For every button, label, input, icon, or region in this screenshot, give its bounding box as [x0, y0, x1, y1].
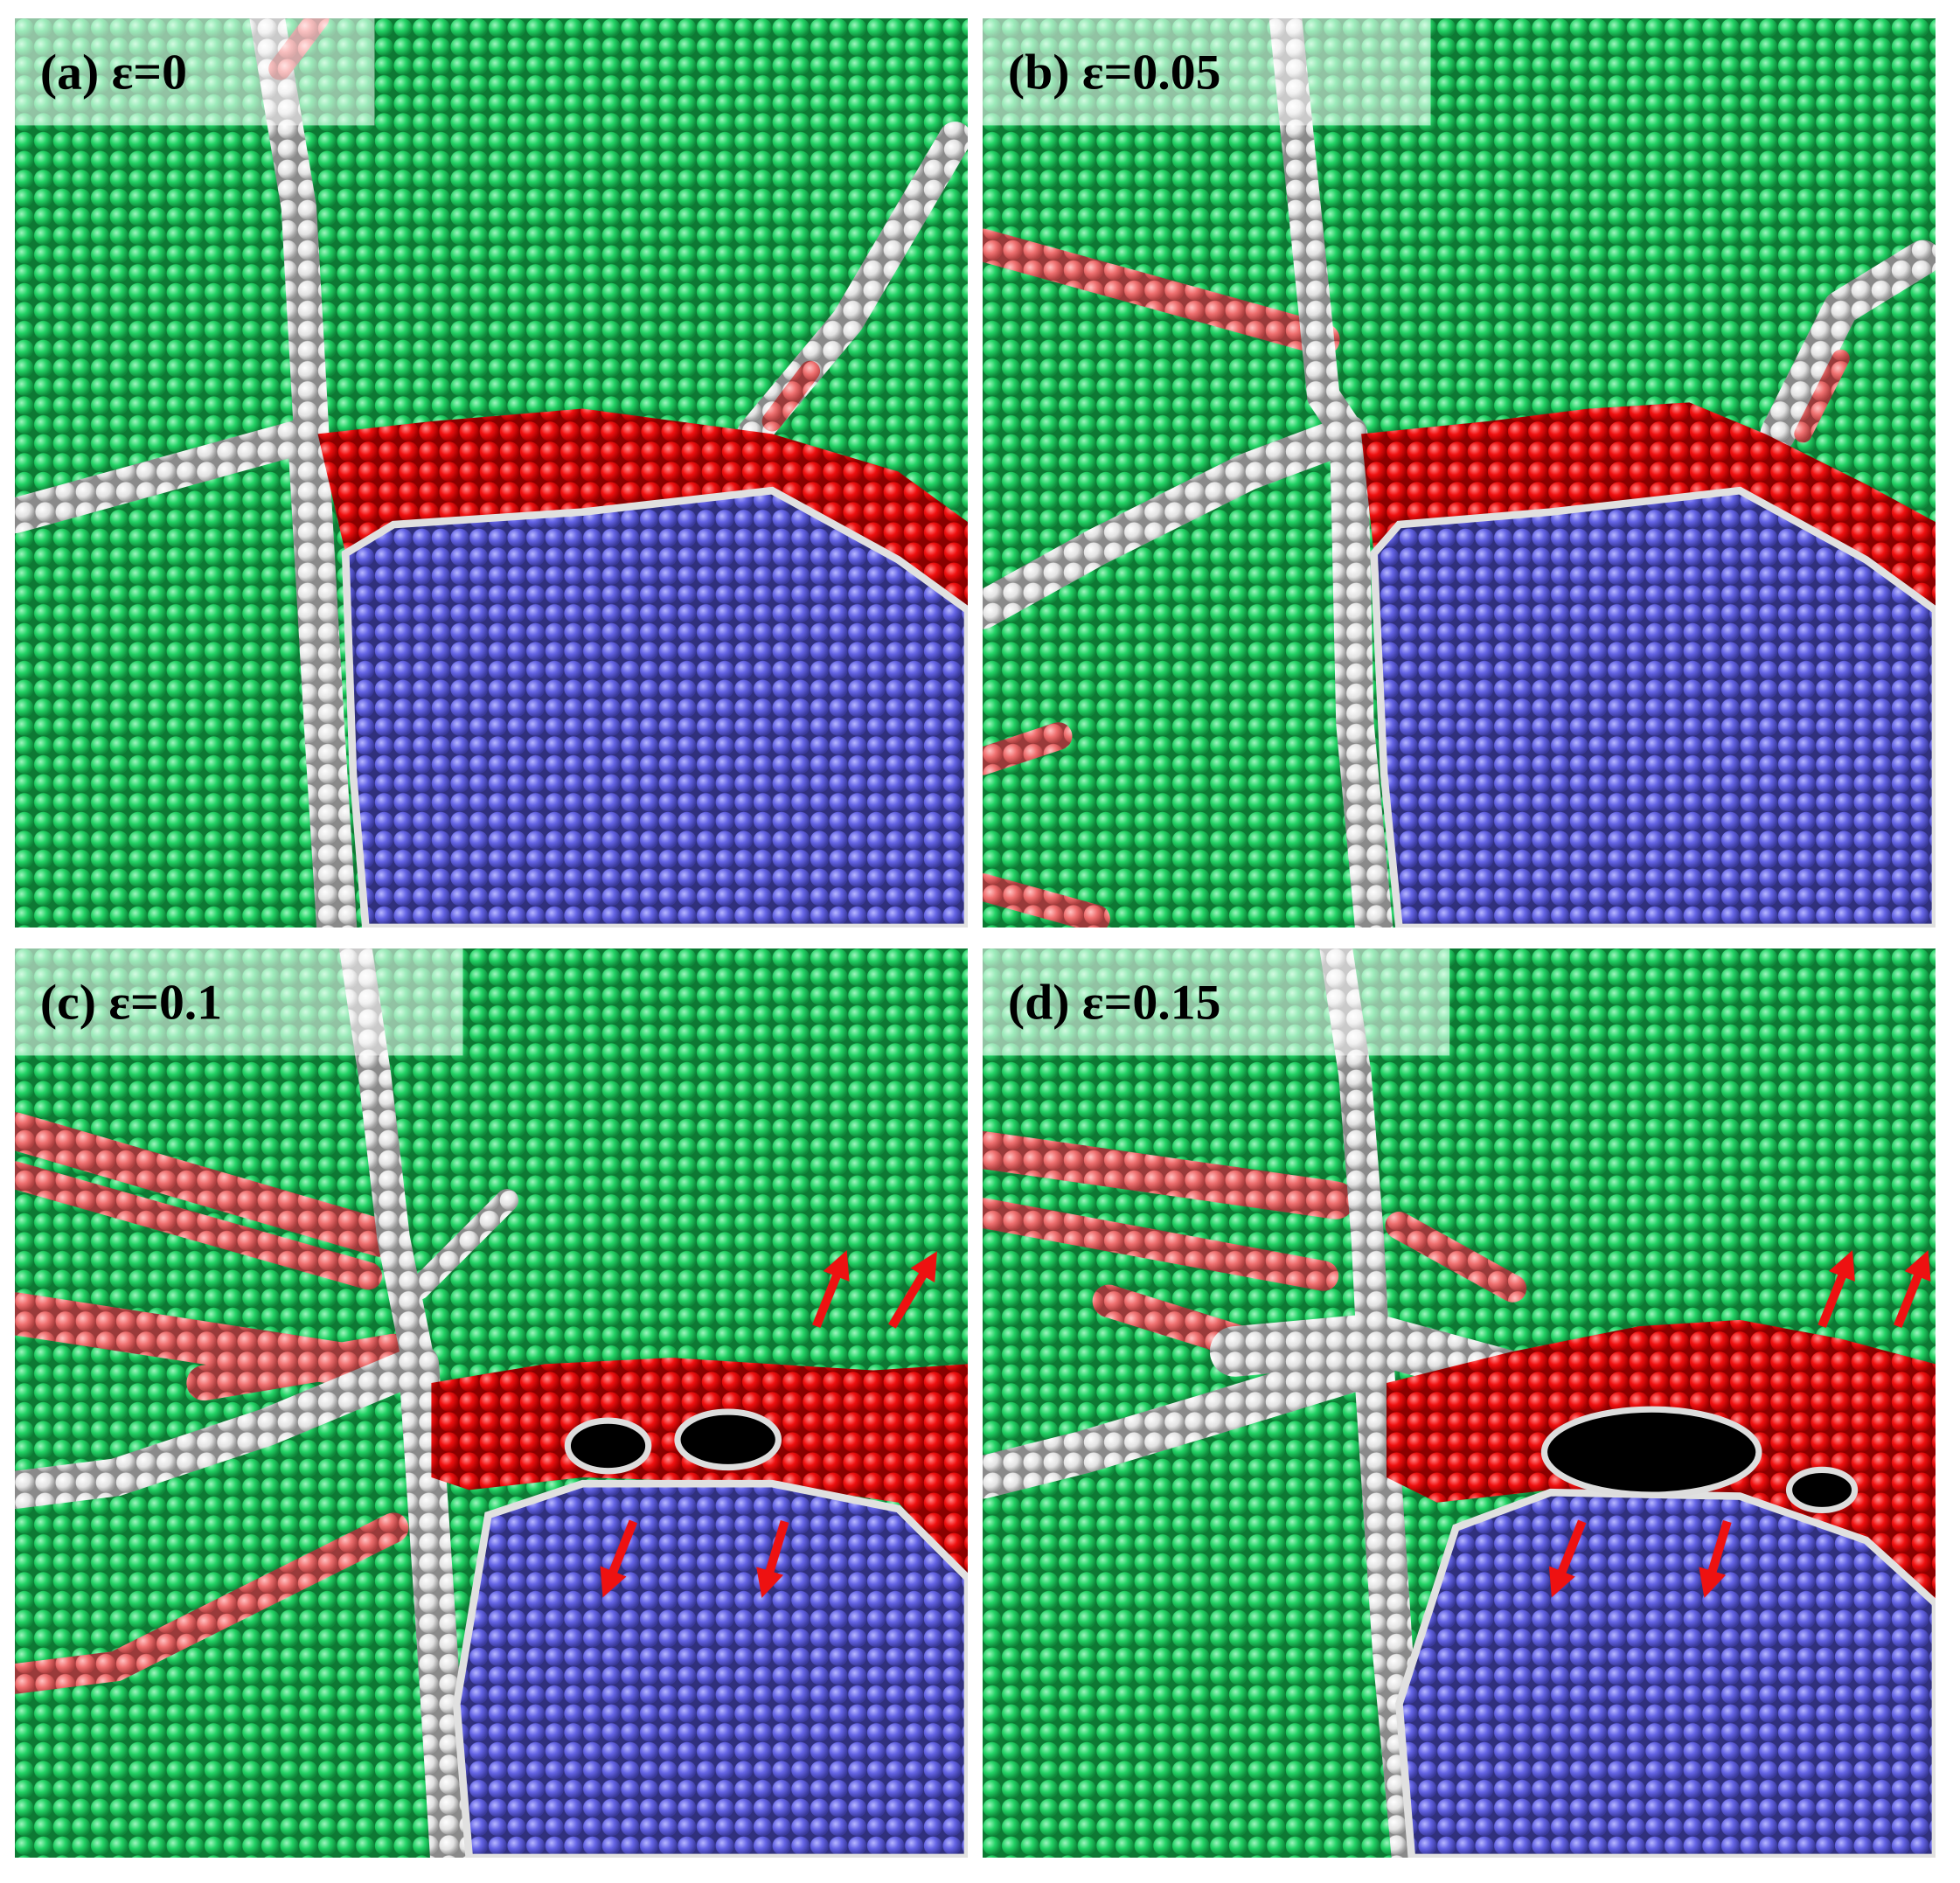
panel-label: (a) ε=0: [40, 45, 187, 101]
blue-grain: [1370, 486, 1936, 928]
grain-boundary: [398, 1344, 471, 1858]
panel-label: (b) ε=0.05: [1008, 45, 1221, 101]
grain-boundary: [983, 414, 1368, 629]
arrow: [756, 1519, 789, 1598]
panel: (d) ε=0.15: [983, 948, 1936, 1858]
twin-stripe: [983, 1130, 1355, 1219]
arrow: [1818, 1250, 1855, 1329]
void: [564, 1417, 652, 1475]
void: [1785, 1466, 1859, 1514]
arrow: [1893, 1250, 1931, 1329]
arrow: [1699, 1519, 1732, 1598]
blue-grain: [1395, 1488, 1936, 1858]
arrow: [1548, 1519, 1587, 1598]
void: [1540, 1406, 1762, 1498]
arrow: [812, 1250, 850, 1329]
blue-grain: [452, 1479, 968, 1858]
twin-stripe: [1385, 1212, 1527, 1303]
label-box: [983, 948, 1450, 1056]
label-box: [15, 948, 463, 1056]
grain-boundary: [407, 1189, 519, 1300]
twin-stripe: [15, 1161, 383, 1290]
stacking-fault: [761, 360, 821, 432]
label-box: [15, 18, 375, 126]
twin-stripe: [15, 1112, 400, 1257]
panel-label: (d) ε=0.15: [1008, 976, 1221, 1031]
stacking-fault: [1794, 349, 1850, 443]
twin-stripe: [983, 722, 1073, 775]
twin-stripe: [15, 1512, 409, 1694]
grain-boundary: [287, 413, 358, 928]
blue-grain: [341, 486, 968, 928]
grain-boundary: [983, 1342, 1396, 1499]
panel-label: (c) ε=0.1: [40, 976, 222, 1031]
red-interface: [431, 1358, 968, 1579]
twin-stripe: [186, 1333, 412, 1401]
grain-boundary: [1330, 414, 1394, 928]
panel: (c) ε=0.1: [15, 948, 968, 1858]
red-interface: [1361, 402, 1936, 611]
arrow: [888, 1251, 938, 1329]
twin-stripe: [983, 228, 1340, 357]
grain-boundary: [1760, 240, 1936, 452]
panel: (a) ε=0: [15, 18, 968, 928]
label-box: [983, 18, 1431, 126]
twin-stripe: [983, 1198, 1339, 1291]
grain-boundary: [15, 1345, 438, 1509]
twin-stripe: [983, 873, 1110, 928]
void: [674, 1408, 782, 1471]
panel: (b) ε=0.05: [983, 18, 1936, 928]
arrow: [600, 1519, 638, 1598]
red-interface: [317, 408, 968, 611]
